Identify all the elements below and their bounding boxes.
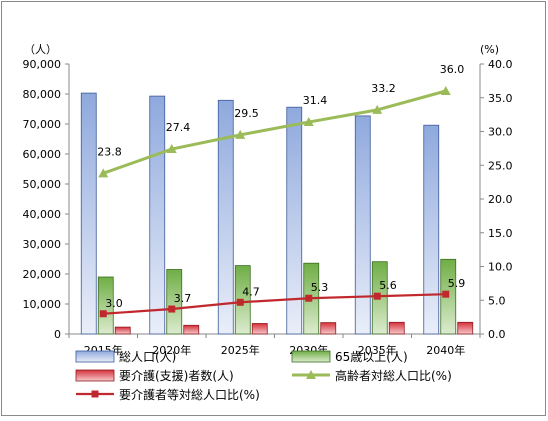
legend-total-population: 総人口(人) [75, 350, 176, 364]
bars-layer [80, 92, 474, 335]
elderly-population-bar [166, 269, 183, 335]
care-ratio-point [236, 298, 244, 306]
legend-swatch-marker [306, 370, 316, 379]
total-population-bar [217, 99, 234, 335]
elderly-ratio-point [303, 117, 314, 127]
left-axis-tick-label: 0 [54, 328, 61, 341]
legend-swatch [75, 369, 115, 382]
left-axis-tick-label: 60,000 [23, 148, 62, 161]
legend-care-recipients: 要介護(支援)者数(人) [75, 368, 234, 383]
left-axis-tick-label: 20,000 [23, 268, 62, 281]
right-axis-tick-label: 15.0 [488, 227, 513, 240]
care-ratio-data-label: 5.3 [311, 281, 329, 294]
care-recipients-bar [388, 321, 405, 335]
legend-swatch [291, 350, 331, 363]
elderly-ratio-data-label: 27.4 [166, 121, 191, 134]
left-axis-tick-label: 40,000 [23, 208, 62, 221]
total-population-bar [354, 115, 371, 335]
x-axis-tick-label: 2020年 [152, 343, 191, 357]
care-ratio-data-label: 5.6 [379, 279, 397, 292]
elderly-ratio-point [440, 86, 451, 95]
elderly-ratio-data-label: 31.4 [303, 94, 328, 107]
right-axis-tick-label: 35.0 [488, 92, 513, 105]
legend-label: 高齢者対総人口比(%) [335, 368, 452, 383]
care-ratio-line [103, 293, 446, 315]
legend-care-ratio: 要介護者等対総人口比(%) [76, 387, 260, 402]
left-axis-tick-label: 90,000 [23, 58, 62, 71]
elderly-ratio-data-label: 33.2 [371, 82, 396, 95]
labels-layer: 23.8 27.4 29.5 31.4 33.2 36.0 3.0 3.7 4.7 5.3 5.6 5… [97, 63, 465, 310]
legend-label: 総人口(人) [119, 350, 176, 364]
total-population-bar [80, 92, 97, 335]
x-axis-tick-label: 2035年 [358, 343, 397, 357]
care-recipients-bar [320, 322, 337, 335]
left-axis-tick-label: 50,000 [23, 178, 62, 191]
elderly-ratio-point [166, 144, 177, 154]
left-axis-tick-label: 30,000 [23, 238, 62, 251]
legend-swatch-marker [91, 390, 99, 398]
left-axis-tick-label: 10,000 [23, 298, 62, 311]
elderly-ratio-line [102, 89, 447, 175]
care-recipients-bar [114, 326, 131, 335]
care-ratio-data-label: 3.7 [174, 292, 192, 305]
legend-elderly-population: 65歳以上(人) [291, 350, 408, 364]
care-ratio-point [373, 292, 381, 300]
care-recipients-bar [183, 324, 200, 335]
care-ratio-data-label: 4.7 [242, 285, 260, 298]
legend: 総人口(人) 65歳以上(人) 要介護(支援)者数(人) 高齢者対総人口比(%) 要介護… [75, 350, 452, 402]
elderly-ratio-data-label: 29.5 [234, 107, 259, 120]
x-axis-tick-label: 2040年 [426, 343, 465, 357]
care-recipients-bar [457, 321, 474, 335]
elderly-ratio-data-label: 23.8 [97, 145, 122, 158]
legend-elderly-ratio: 高齢者対総人口比(%) [292, 368, 452, 383]
right-axis-tick-label: 40.0 [488, 58, 513, 71]
left-axis-tick-label: 80,000 [23, 88, 62, 101]
total-population-bar [149, 95, 166, 335]
care-ratio-point [168, 305, 176, 313]
care-ratio-point [305, 294, 313, 302]
left-axis-unit-label: （人） [24, 43, 57, 56]
elderly-population-bar [97, 276, 114, 335]
right-axis-unit-label: (%) [480, 43, 499, 56]
legend-label: 要介護者等対総人口比(%) [119, 387, 260, 402]
total-population-bar [286, 106, 303, 335]
right-axis-tick-label: 30.0 [488, 126, 513, 139]
x-axis-tick-label: 2025年 [221, 343, 260, 357]
care-ratio-point [442, 290, 450, 298]
legend-label: 要介護(支援)者数(人) [119, 368, 234, 383]
elderly-ratio-point [98, 168, 109, 178]
elderly-ratio-point [372, 104, 383, 114]
elderly-ratio-data-label: 36.0 [440, 63, 465, 76]
care-ratio-point [99, 310, 107, 318]
care-ratio-data-label: 3.0 [105, 297, 123, 310]
right-axis-tick-label: 20.0 [488, 193, 513, 206]
care-ratio-data-label: 5.9 [448, 277, 466, 290]
total-population-bar [423, 124, 440, 335]
right-axis-tick-label: 0.0 [488, 328, 506, 341]
right-axis-tick-label: 25.0 [488, 159, 513, 172]
axes-layer: 0 10,000 20,000 30,000 40,000 50,000 60,000 70,… [23, 58, 513, 357]
right-axis-tick-label: 5.0 [488, 294, 506, 307]
legend-label: 65歳以上(人) [335, 350, 408, 364]
care-recipients-bar [251, 323, 268, 335]
elderly-ratio-point [235, 129, 246, 139]
right-axis-tick-label: 10.0 [488, 261, 513, 274]
legend-swatch [75, 350, 115, 363]
left-axis-tick-label: 70,000 [23, 118, 62, 131]
lines-layer [98, 86, 451, 318]
